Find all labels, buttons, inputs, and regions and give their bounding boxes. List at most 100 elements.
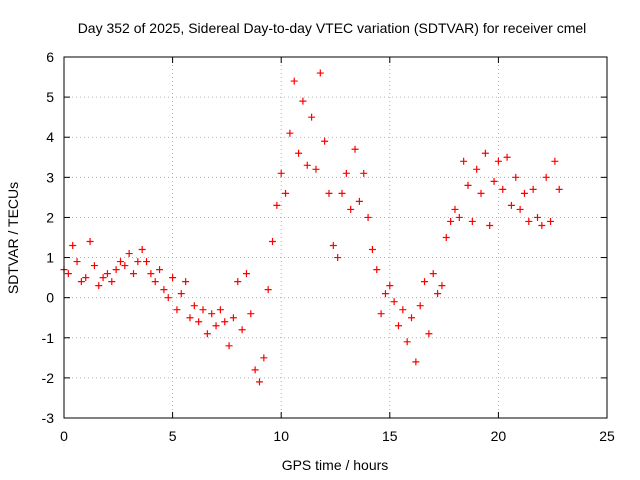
y-tick-label: 0 — [46, 290, 54, 306]
data-point — [373, 266, 380, 273]
data-point — [395, 322, 402, 329]
data-point — [200, 306, 207, 313]
data-point — [434, 290, 441, 297]
data-point — [65, 270, 72, 277]
data-point — [356, 198, 363, 205]
data-point — [438, 282, 445, 289]
data-point — [117, 258, 124, 265]
data-point — [408, 314, 415, 321]
y-tick-label: -1 — [42, 330, 55, 346]
chart: Day 352 of 2025, Sidereal Day-to-day VTE… — [0, 0, 640, 480]
data-point — [243, 270, 250, 277]
data-point — [504, 154, 511, 161]
data-point — [478, 190, 485, 197]
data-point — [191, 302, 198, 309]
data-point — [278, 170, 285, 177]
y-tick-label: 4 — [46, 129, 54, 145]
data-point — [121, 262, 128, 269]
data-point — [508, 202, 515, 209]
data-point — [425, 330, 432, 337]
data-point — [378, 310, 385, 317]
data-points — [61, 70, 563, 386]
data-point — [534, 214, 541, 221]
data-point — [473, 166, 480, 173]
data-point — [551, 158, 558, 165]
data-point — [521, 190, 528, 197]
data-point — [204, 330, 211, 337]
data-point — [273, 202, 280, 209]
data-point — [74, 258, 81, 265]
data-point — [543, 174, 550, 181]
data-point — [304, 162, 311, 169]
data-point — [321, 138, 328, 145]
data-point — [91, 262, 98, 269]
data-point — [360, 170, 367, 177]
data-point — [421, 278, 428, 285]
data-point — [239, 326, 246, 333]
chart-title: Day 352 of 2025, Sidereal Day-to-day VTE… — [78, 20, 587, 36]
data-point — [247, 310, 254, 317]
data-point — [286, 130, 293, 137]
y-tick-labels: -3 -2 -1 0 1 2 3 4 5 6 — [42, 49, 55, 426]
y-tick-label: 6 — [46, 49, 54, 65]
axis-ticks — [64, 57, 607, 418]
data-point — [447, 218, 454, 225]
data-point — [182, 278, 189, 285]
data-point — [391, 298, 398, 305]
data-point — [417, 302, 424, 309]
data-point — [512, 174, 519, 181]
data-point — [308, 114, 315, 121]
data-point — [265, 286, 272, 293]
data-point — [147, 270, 154, 277]
data-point — [464, 182, 471, 189]
data-point — [230, 314, 237, 321]
data-point — [530, 186, 537, 193]
data-point — [330, 242, 337, 249]
data-point — [234, 278, 241, 285]
data-point — [317, 70, 324, 77]
data-point — [87, 238, 94, 245]
x-tick-label: 25 — [599, 428, 615, 444]
data-point — [160, 286, 167, 293]
data-point — [443, 234, 450, 241]
data-point — [556, 186, 563, 193]
data-point — [451, 206, 458, 213]
x-tick-label: 0 — [60, 428, 68, 444]
data-point — [260, 354, 267, 361]
grid — [64, 57, 607, 418]
y-tick-label: 3 — [46, 169, 54, 185]
x-tick-label: 20 — [491, 428, 507, 444]
data-point — [213, 322, 220, 329]
data-point — [173, 306, 180, 313]
data-point — [156, 266, 163, 273]
data-point — [100, 274, 107, 281]
x-tick-label: 15 — [382, 428, 398, 444]
y-tick-label: 2 — [46, 209, 54, 225]
data-point — [108, 278, 115, 285]
data-point — [134, 258, 141, 265]
data-point — [404, 338, 411, 345]
data-point — [482, 150, 489, 157]
data-point — [495, 158, 502, 165]
data-point — [491, 178, 498, 185]
data-point — [78, 278, 85, 285]
data-point — [365, 214, 372, 221]
data-point — [226, 342, 233, 349]
data-point — [221, 318, 228, 325]
data-point — [382, 290, 389, 297]
data-point — [186, 314, 193, 321]
x-tick-label: 10 — [273, 428, 289, 444]
plot-frame — [64, 57, 607, 418]
y-axis-label: SDTVAR / TECUs — [5, 182, 21, 294]
data-point — [460, 158, 467, 165]
data-point — [152, 278, 159, 285]
data-point — [486, 222, 493, 229]
data-point — [256, 378, 263, 385]
data-point — [334, 254, 341, 261]
data-point — [525, 218, 532, 225]
data-point — [69, 242, 76, 249]
data-point — [352, 146, 359, 153]
data-point — [126, 250, 133, 257]
data-point — [269, 238, 276, 245]
data-point — [339, 190, 346, 197]
